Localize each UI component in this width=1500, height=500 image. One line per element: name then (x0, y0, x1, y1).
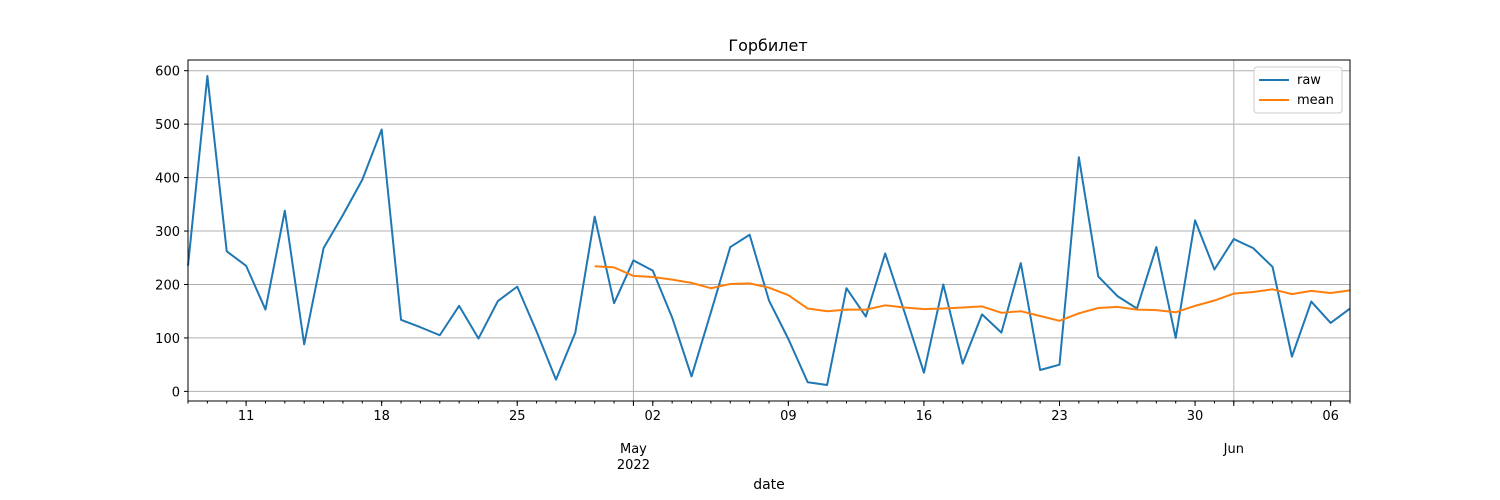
x-tick-label: 23 (1051, 409, 1068, 424)
x-tick-label: 16 (916, 409, 933, 424)
y-tick-label: 300 (155, 225, 180, 240)
x-tick-label: 09 (780, 409, 797, 424)
y-tick-label: 200 (155, 278, 180, 293)
x-axis-label: date (753, 477, 785, 493)
y-tick-label: 400 (155, 172, 180, 187)
chart-title: Горбилет (728, 36, 807, 55)
series-line-raw (187, 75, 1351, 386)
legend-raw-label: raw (1297, 73, 1321, 88)
series-lines (187, 75, 1351, 386)
y-axis: 0 100 200 300 400 500 600 (155, 65, 188, 400)
y-tick-label: 500 (155, 118, 180, 133)
x-tick-label: 06 (1322, 409, 1339, 424)
legend: raw mean (1253, 66, 1343, 114)
grid-lines (188, 60, 1350, 401)
x-tick-label: 02 (645, 409, 662, 424)
legend-box (1253, 66, 1343, 114)
x-month-label: Jun (1223, 442, 1244, 457)
series-line-mean (594, 265, 1351, 322)
plot-frame (187, 59, 1351, 402)
x-tick-label: 30 (1187, 409, 1204, 424)
y-tick-label: 600 (155, 65, 180, 80)
x-tick-label: 18 (373, 409, 390, 424)
x-tick-label: 11 (238, 409, 255, 424)
y-tick-label: 0 (172, 385, 180, 400)
x-month-label: May (620, 442, 647, 457)
x-year-label: 2022 (617, 458, 650, 473)
x-tick-label: 25 (509, 409, 526, 424)
y-tick-label: 100 (155, 332, 180, 347)
legend-mean-label: mean (1297, 93, 1334, 108)
